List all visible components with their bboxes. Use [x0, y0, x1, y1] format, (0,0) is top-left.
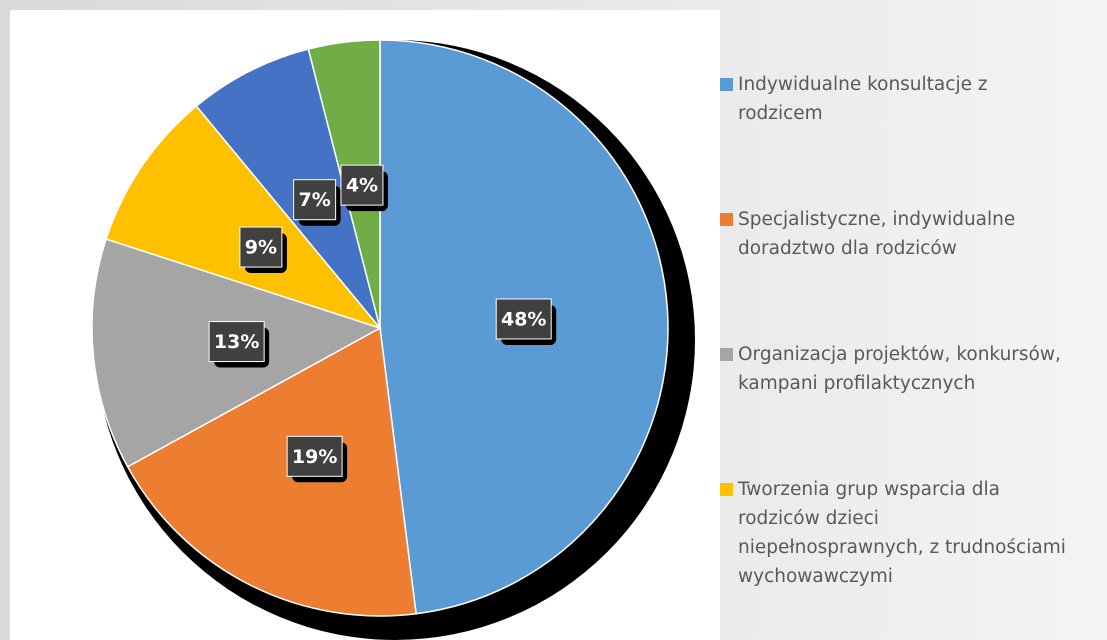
- data-label-box: [495, 298, 552, 340]
- data-label-box: [208, 321, 265, 363]
- legend-entry: Indywidualne konsultacje z rodzicem: [720, 70, 1070, 205]
- legend-label: Tworzenia grup wsparcia dla rodziców dzi…: [738, 479, 1066, 587]
- data-label: 13%: [214, 331, 259, 353]
- pie-slice: [195, 48, 381, 329]
- data-label-box: [286, 435, 343, 477]
- data-label: 19%: [292, 446, 337, 468]
- legend-entry: Tworzenia grup wsparcia dla rodziców dzi…: [720, 475, 1070, 610]
- data-label: 4%: [346, 175, 378, 197]
- pie-slice: [105, 105, 383, 330]
- legend-label: Indywidualne konsultacje z rodzicem: [738, 74, 988, 124]
- legend-label: Specjalistyczne, indywidualne doradztwo …: [738, 209, 1016, 259]
- data-label: 48%: [501, 308, 546, 330]
- legend-swatch: [720, 213, 733, 226]
- legend-swatch: [720, 78, 733, 91]
- data-label-box: [239, 226, 283, 268]
- data-label: 7%: [298, 189, 330, 211]
- legend-entry: Specjalistyczne, indywidualne doradztwo …: [720, 205, 1070, 340]
- legend-swatch: [720, 483, 733, 496]
- data-label-box: [340, 164, 384, 206]
- legend-entry: Organizacja projektów, konkursów, kampan…: [720, 340, 1070, 475]
- data-label: 9%: [245, 237, 277, 259]
- legend-label: Organizacja projektów, konkursów, kampan…: [738, 344, 1061, 394]
- legend-swatch: [720, 348, 733, 361]
- pie-slice: [126, 326, 417, 617]
- legend: Indywidualne konsultacje z rodzicem Specj…: [720, 70, 1070, 610]
- data-label-box: [293, 179, 337, 221]
